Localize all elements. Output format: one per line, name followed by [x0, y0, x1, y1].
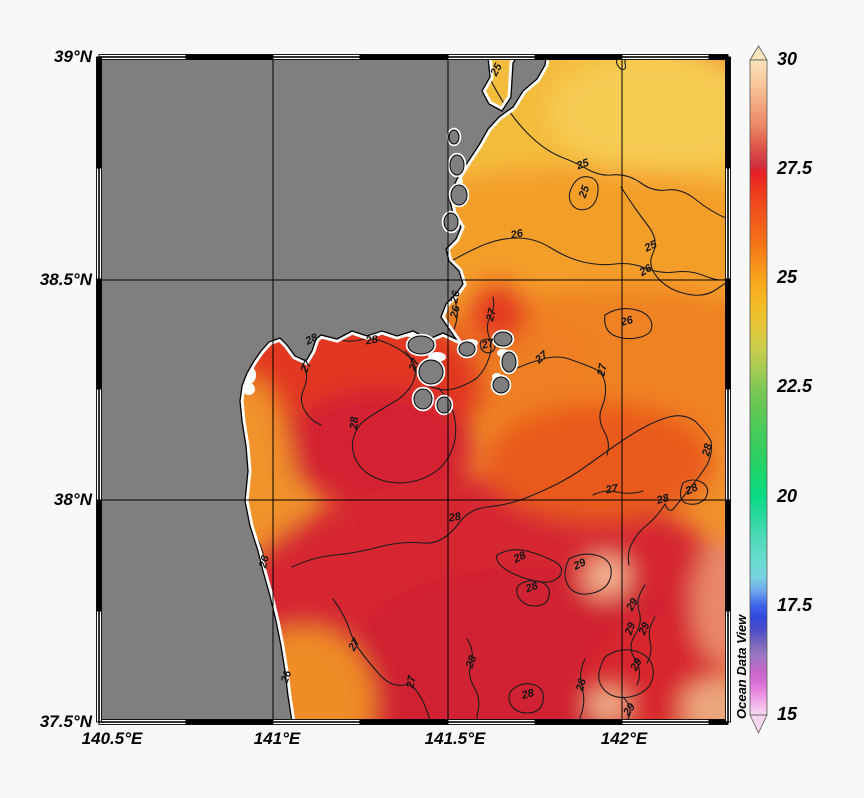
- colorbar-tick-label: 22.5: [777, 376, 813, 397]
- sst-field-canvas: [96, 54, 731, 725]
- colorbar-tick-label: 15: [777, 704, 798, 725]
- map-plot[interactable]: 25 25 25 25 26 26 26 26 26 27 27 27 27 28 28 28 27 27 28 27…: [96, 54, 731, 725]
- lon-tick-label: 141°E: [253, 729, 301, 748]
- colorbar-top-arrow: [749, 45, 768, 61]
- colorbar-tick-label: 17.5: [777, 595, 813, 616]
- isotherm-value-label: 27: [595, 362, 610, 377]
- isotherm-value-label: 28: [347, 416, 362, 430]
- ocean-data-view-credit: Ocean Data View: [734, 614, 749, 719]
- map-frame: [96, 54, 731, 725]
- temperature-colorbar: [749, 45, 768, 734]
- lon-tick-label: 141.5°E: [424, 729, 486, 748]
- isotherm-value-label: 28: [447, 510, 462, 525]
- colorbar-tick-label: 27.5: [777, 158, 813, 179]
- lat-tick-label: 37.5°N: [39, 712, 92, 731]
- colorbar-gradient-bar: [749, 59, 768, 716]
- isotherm-value-label: 27: [404, 674, 419, 689]
- lon-tick-label: 140.5°E: [81, 729, 143, 748]
- lat-tick-label: 39°N: [54, 47, 92, 66]
- isotherm-value-label: 27: [604, 482, 619, 497]
- colorbar-tick-label: 20: [777, 486, 798, 507]
- colorbar-bottom-arrow: [749, 714, 768, 734]
- colorbar-tick-label: 30: [777, 49, 798, 70]
- lat-tick-label: 38.5°N: [39, 270, 92, 289]
- lat-tick-label: 38°N: [54, 490, 92, 509]
- graticule: [99, 57, 728, 722]
- colorbar-tick-label: 25: [777, 267, 798, 288]
- lon-tick-label: 142°E: [600, 729, 648, 748]
- isotherm-value-label: 28: [364, 333, 379, 348]
